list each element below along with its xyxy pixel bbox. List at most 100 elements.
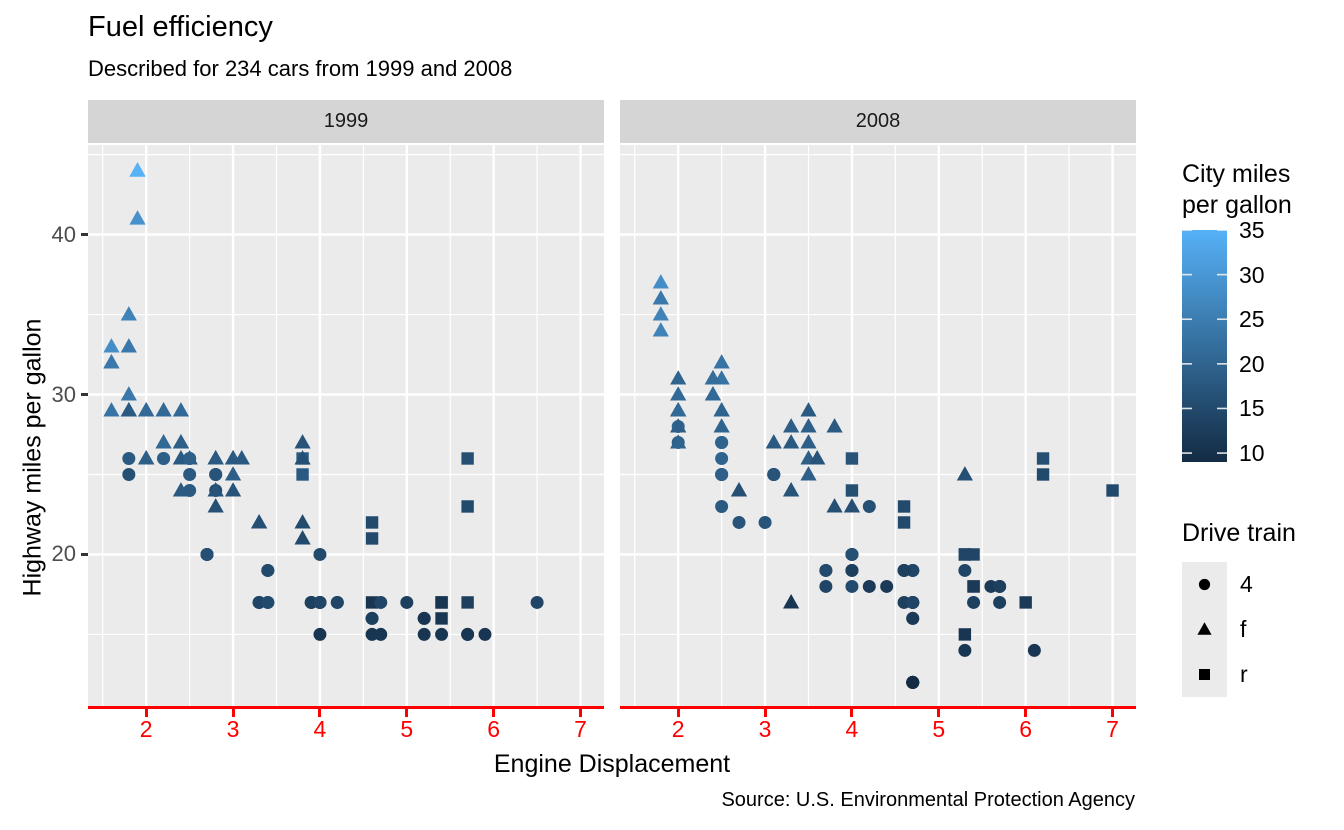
facet-label-1999: 1999: [323, 110, 369, 132]
x-tick-label: 4: [845, 716, 859, 742]
x-tick-label: 5: [400, 716, 414, 742]
scatter-point-square: [461, 452, 474, 465]
legend-key-f: [1182, 607, 1227, 652]
panel-2008: [620, 145, 1136, 708]
scatter-point-triangle: [103, 402, 120, 417]
scatter-point-triangle: [120, 338, 137, 353]
scatter-point-triangle: [783, 434, 800, 449]
colorbar-title-line1: City miles: [1182, 160, 1291, 188]
colorbar-tick-label: 25: [1239, 306, 1265, 333]
scatter-point-square: [365, 516, 379, 529]
scatter-point-circle: [715, 467, 729, 481]
y-tick-label: 20: [51, 541, 76, 567]
scatter-point-square: [1036, 452, 1050, 465]
scatter-point-triangle: [138, 450, 155, 465]
scatter-point-square: [967, 580, 980, 593]
scatter-point-triangle: [843, 498, 861, 513]
scatter-point-circle: [758, 515, 772, 529]
facet-strip-1999: 1999: [88, 100, 604, 143]
scatter-point-triangle: [652, 274, 669, 289]
circle-icon: [1198, 578, 1211, 591]
scatter-point-triangle: [120, 306, 137, 321]
scatter-point-triangle: [670, 386, 687, 401]
colorbar-rect: [1182, 230, 1227, 462]
scatter-point-triangle: [800, 402, 817, 417]
chart-title: Fuel efficiency: [88, 11, 273, 43]
scatter-point-triangle: [783, 594, 800, 609]
colorbar-legend-title: City miles per gallon: [1182, 159, 1292, 221]
scatter-point-triangle: [103, 338, 120, 353]
chart-caption: Source: U.S. Environmental Protection Ag…: [721, 789, 1135, 811]
scatter-point-triangle: [129, 210, 146, 225]
circle-key-icon: [1198, 578, 1211, 591]
scatter-point-circle: [880, 579, 894, 593]
colorbar-tick-label: 35: [1239, 217, 1265, 243]
scatter-point-circle: [906, 675, 920, 689]
x-tick-mark: [1111, 709, 1115, 717]
scatter-point-circle: [330, 595, 344, 609]
x-tick-label: 7: [574, 716, 587, 742]
scatter-point-triangle: [704, 386, 722, 401]
scatter-point-triangle: [730, 482, 748, 497]
scatter-point-square: [845, 484, 859, 497]
scatter-point-triangle: [765, 434, 782, 449]
scatter-point-circle: [313, 627, 327, 641]
scatter-point-triangle: [800, 418, 817, 433]
triangle-key-icon: [1197, 622, 1212, 635]
scatter-point-circle: [374, 627, 388, 641]
legend-key-label-r: r: [1240, 661, 1248, 687]
scatter-point-triangle: [652, 290, 669, 305]
scatter-point-triangle: [670, 418, 687, 433]
scatter-point-triangle: [251, 514, 268, 529]
scatter-point-triangle: [172, 402, 190, 417]
scatter-point-triangle: [294, 434, 311, 449]
scatter-point-square: [435, 596, 448, 609]
scatter-point-circle: [993, 579, 1007, 593]
scatter-point-circle: [715, 435, 729, 449]
scatter-point-triangle: [294, 530, 311, 545]
scatter-point-circle: [845, 563, 859, 577]
scatter-point-triangle: [783, 418, 800, 433]
scatter-point-circle: [845, 579, 859, 593]
colorbar-tick-label: 30: [1239, 261, 1265, 288]
x-tick-mark: [850, 709, 854, 717]
scatter-point-triangle: [809, 450, 826, 465]
scatter-point-triangle: [800, 466, 817, 481]
scatter-point-circle: [157, 451, 171, 465]
scatter-point-circle: [122, 467, 136, 481]
scatter-point-circle: [993, 595, 1007, 609]
x-axis-line: [88, 706, 604, 709]
scatter-point-triangle: [207, 498, 224, 513]
x-tick-mark: [318, 709, 322, 717]
y-tick-mark: [81, 552, 88, 556]
colorbar-tick-label: 15: [1239, 395, 1265, 422]
square-icon: [1199, 669, 1210, 680]
scatter-point-circle: [183, 451, 197, 465]
x-tick-mark: [405, 709, 409, 717]
scatter-point-triangle: [224, 482, 242, 497]
scatter-point-circle: [862, 579, 876, 593]
scatter-point-triangle: [120, 402, 137, 417]
scatter-point-circle: [435, 627, 449, 641]
scatter-point-triangle: [155, 434, 172, 449]
scatter-point-circle: [461, 627, 475, 641]
x-tick-label: 5: [932, 716, 946, 742]
y-tick-mark: [81, 233, 88, 237]
scatter-point-square: [1019, 596, 1032, 609]
scatter-point-triangle: [172, 434, 190, 449]
scatter-point-triangle: [652, 306, 669, 321]
scatter-point-triangle: [800, 434, 817, 449]
scatter-point-circle: [313, 547, 327, 561]
x-tick-label: 6: [487, 716, 501, 742]
x-tick-label: 3: [226, 716, 240, 742]
legend-key-4: [1182, 562, 1227, 607]
scatter-point-square: [1036, 468, 1050, 481]
shape-legend-title: Drive train: [1182, 519, 1296, 547]
x-tick-label: 4: [313, 716, 327, 742]
scatter-point-triangle: [138, 402, 155, 417]
scatter-point-circle: [478, 627, 492, 641]
scatter-point-circle: [209, 467, 223, 481]
scatter-point-circle: [958, 643, 972, 657]
x-tick-label: 2: [139, 716, 153, 742]
colorbar-gradient: [1182, 230, 1227, 462]
